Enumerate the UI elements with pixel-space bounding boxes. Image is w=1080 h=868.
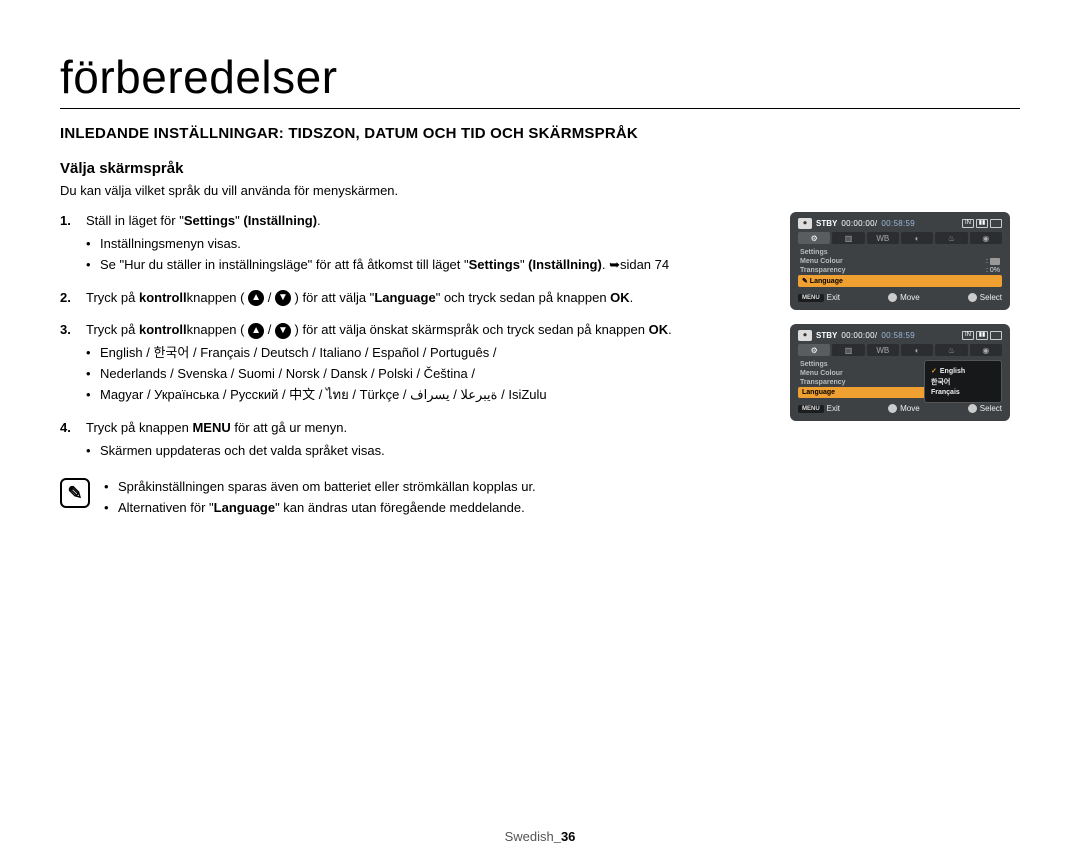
footer-select: Select <box>980 404 1002 413</box>
screen-footer: MENU Exit Move Select <box>798 404 1002 413</box>
steps-list: Ställ in läget för "Settings" (Inställni… <box>60 212 766 460</box>
menu-row: Transparency : 0% <box>798 266 1002 275</box>
step-1: Ställ in läget för "Settings" (Inställni… <box>60 212 766 275</box>
card-icon: IN <box>962 331 974 340</box>
screens-column: ⏺ STBY 00:00:00/00:58:59 IN ▮▮ ⚙ ▥ WB ◐ … <box>790 212 1020 520</box>
subheading: Välja skärmspråk <box>60 160 1020 177</box>
arrow-up-icon: ▲ <box>248 323 264 339</box>
move-icon <box>888 293 897 302</box>
footer-exit: Exit <box>827 293 840 302</box>
footer-exit: Exit <box>827 404 840 413</box>
menu-row-value: : 0% <box>986 267 1000 274</box>
arrow-down-icon: ▼ <box>275 323 291 339</box>
menu-row-label: Transparency <box>800 267 846 274</box>
section-heading: INLEDANDE INSTÄLLNINGAR: TIDSZON, DATUM … <box>60 125 1020 142</box>
select-icon <box>968 293 977 302</box>
menu-row-label: ✎ Language <box>802 277 843 285</box>
tab-2: ▥ <box>832 344 864 356</box>
step3-lang-line-2: Nederlands / Svenska / Suomi / Norsk / D… <box>86 365 766 384</box>
stby-label: STBY <box>816 331 837 340</box>
step1-bullet-2: Se "Hur du ställer in inställningsläge" … <box>86 256 766 275</box>
screen-statusbar: ⏺ STBY 00:00:00/00:58:59 IN ▮▮ <box>798 218 1002 229</box>
text-column: Ställ in läget för "Settings" (Inställni… <box>60 212 766 520</box>
footer-label: Swedish <box>505 829 554 844</box>
move-icon <box>888 404 897 413</box>
menu-button-label: MENU <box>798 294 824 302</box>
footer-move: Move <box>900 404 920 413</box>
menu-row-value: : <box>986 258 1000 265</box>
battery-icon: ▮▮ <box>976 331 988 340</box>
menu-button-label: MENU <box>798 405 824 413</box>
page-footer: Swedish_36 <box>0 829 1080 844</box>
misc-icon <box>990 331 1002 340</box>
menu-row-label: Settings <box>800 361 828 368</box>
note-block: ✎ Språkinställningen sparas även om batt… <box>60 478 766 520</box>
timecode-1: 00:00:00/ <box>841 219 877 228</box>
arrow-up-icon: ▲ <box>248 290 264 306</box>
tab-2: ▥ <box>832 232 864 244</box>
menu-row: Settings <box>798 248 1002 257</box>
popup-option: ✓English <box>931 367 995 375</box>
camcorder-screen-1: ⏺ STBY 00:00:00/00:58:59 IN ▮▮ ⚙ ▥ WB ◐ … <box>790 212 1010 310</box>
stby-label: STBY <box>816 219 837 228</box>
note-icon: ✎ <box>60 478 90 508</box>
step-4: Tryck på knappen MENU för att gå ur meny… <box>60 419 766 461</box>
menu-row-label: Transparency <box>800 379 846 386</box>
menu-row: ✎ Language <box>798 275 1002 287</box>
screen1-menu-rows: SettingsMenu Colour: Transparency: 0%✎ L… <box>798 248 1002 287</box>
screen-tab-row: ⚙ ▥ WB ◐ ♨ ◉ <box>798 232 1002 244</box>
footer-page-number: _36 <box>554 829 576 844</box>
timecode-2: 00:58:59 <box>881 331 915 340</box>
menu-row-label: Menu Colour <box>800 258 843 265</box>
menu-row-label: Settings <box>800 249 828 256</box>
tab-4: ◐ <box>901 344 933 356</box>
tab-gear: ⚙ <box>798 232 830 244</box>
camcorder-screen-2: ⏺ STBY 00:00:00/00:58:59 IN ▮▮ ⚙ ▥ WB ◐ … <box>790 324 1010 421</box>
menu-row-label: Language <box>802 389 835 396</box>
arrow-down-icon: ▼ <box>275 290 291 306</box>
tab-gear: ⚙ <box>798 344 830 356</box>
note-2: Alternativen för "Language" kan ändras u… <box>104 499 536 518</box>
tab-6: ◉ <box>970 344 1002 356</box>
tab-3: WB <box>867 344 899 356</box>
timecode-2: 00:58:59 <box>881 219 915 228</box>
note-1: Språkinställningen sparas även om batter… <box>104 478 536 497</box>
battery-icon: ▮▮ <box>976 219 988 228</box>
step4-bullet-1: Skärmen uppdateras och det valda språket… <box>86 442 766 461</box>
language-popup: ✓English 한국어 Français <box>924 360 1002 403</box>
screen-statusbar: ⏺ STBY 00:00:00/00:58:59 IN ▮▮ <box>798 330 1002 341</box>
tab-4: ◐ <box>901 232 933 244</box>
step-3: Tryck på kontrollknappen ( ▲ / ▼ ) för a… <box>60 321 766 404</box>
footer-select: Select <box>980 293 1002 302</box>
tab-3: WB <box>867 232 899 244</box>
select-icon <box>968 404 977 413</box>
intro-text: Du kan välja vilket språk du vill använd… <box>60 183 1020 198</box>
step3-lang-line-1: English / 한국어 / Français / Deutsch / Ita… <box>86 344 766 363</box>
camera-icon: ⏺ <box>798 218 812 229</box>
camera-icon: ⏺ <box>798 330 812 341</box>
popup-option: Français <box>931 389 995 396</box>
tab-5: ♨ <box>935 344 967 356</box>
page-title: förberedelser <box>60 50 1020 109</box>
misc-icon <box>990 219 1002 228</box>
step3-lang-line-3: Magyar / Українська / Русский / 中文 / ไทย… <box>86 386 766 405</box>
tab-5: ♨ <box>935 232 967 244</box>
popup-option: 한국어 <box>931 377 995 387</box>
timecode-1: 00:00:00/ <box>841 331 877 340</box>
menu-row: Menu Colour: <box>798 257 1002 266</box>
step-2: Tryck på kontrollknappen ( ▲ / ▼ ) för a… <box>60 289 766 308</box>
screen-footer: MENU Exit Move Select <box>798 293 1002 302</box>
screen-tab-row: ⚙ ▥ WB ◐ ♨ ◉ <box>798 344 1002 356</box>
step1-bullet-1: Inställningsmenyn visas. <box>86 235 766 254</box>
card-icon: IN <box>962 219 974 228</box>
footer-move: Move <box>900 293 920 302</box>
menu-row-label: Menu Colour <box>800 370 843 377</box>
tab-6: ◉ <box>970 232 1002 244</box>
